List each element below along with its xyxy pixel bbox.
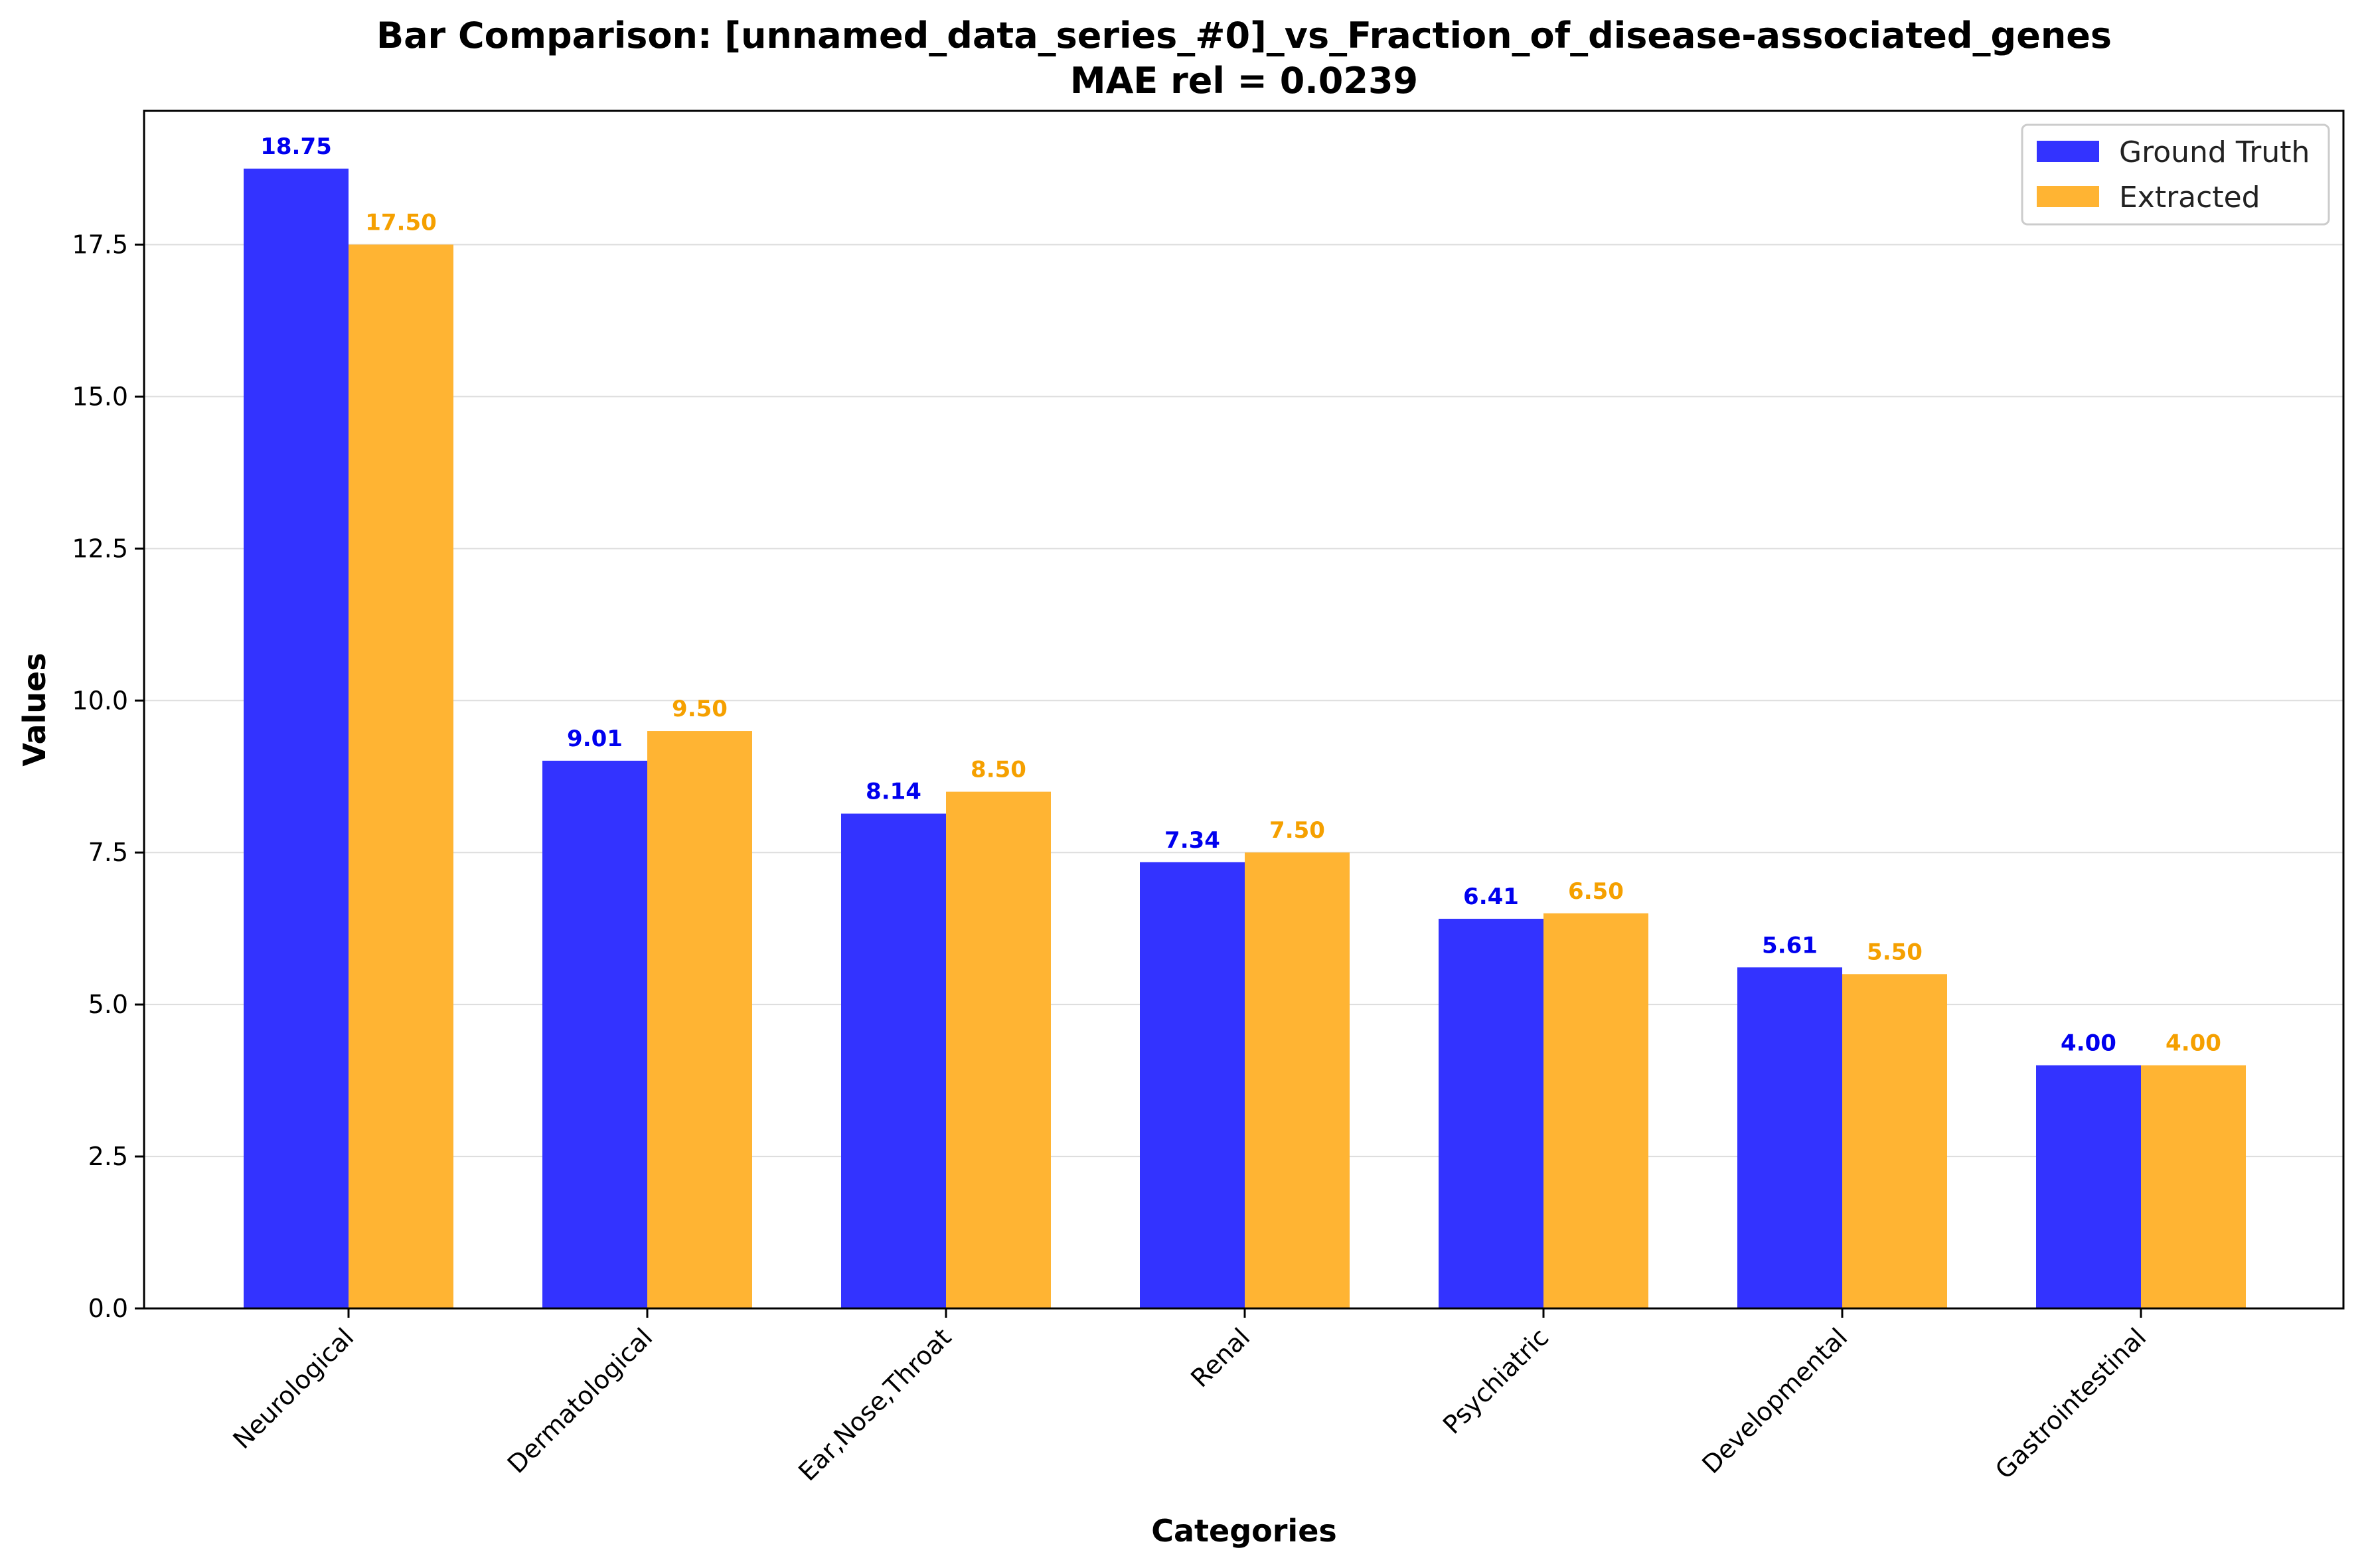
bar-ground-truth	[841, 813, 946, 1308]
legend-swatch-extracted	[2037, 186, 2099, 207]
y-tick-label: 10.0	[72, 686, 128, 715]
bar-label-ground-truth: 7.34	[1164, 827, 1220, 854]
bar-label-ground-truth: 9.01	[567, 726, 623, 752]
bar-label-extracted: 4.00	[2166, 1030, 2221, 1057]
bar-extracted	[1245, 852, 1350, 1308]
bar-label-ground-truth: 8.14	[866, 779, 921, 805]
bar-extracted	[1543, 913, 1648, 1308]
chart-subtitle: MAE rel = 0.0239	[1070, 60, 1418, 102]
bar-label-extracted: 8.50	[971, 757, 1026, 783]
legend-swatch-ground-truth	[2037, 141, 2099, 162]
bar-label-ground-truth: 18.75	[260, 133, 332, 160]
legend-label-extracted: Extracted	[2119, 181, 2260, 214]
bar-ground-truth	[244, 168, 349, 1309]
y-tick-label: 0.0	[88, 1294, 128, 1323]
bar-ground-truth	[2036, 1065, 2141, 1308]
bar-label-extracted: 6.50	[1568, 878, 1624, 905]
y-tick-label: 7.5	[88, 838, 128, 867]
y-tick-label: 12.5	[72, 534, 128, 563]
bar-label-extracted: 5.50	[1867, 939, 1923, 965]
y-tick-label: 15.0	[72, 382, 128, 411]
chart-title: Bar Comparison: [unnamed_data_series_#0]…	[376, 15, 2112, 56]
bar-extracted	[2141, 1065, 2246, 1308]
bar-label-ground-truth: 5.61	[1762, 932, 1818, 959]
bar-label-ground-truth: 6.41	[1463, 884, 1519, 910]
y-axis-ticks: 0.0 2.5 5.0 7.5 10.0 12.5 15.0 17.5	[72, 230, 144, 1323]
bar-extracted	[349, 244, 453, 1308]
y-tick-label: 17.5	[72, 230, 128, 259]
x-axis-label: Categories	[1151, 1513, 1337, 1549]
legend: Ground Truth Extracted	[2021, 123, 2330, 226]
bar-ground-truth	[1439, 919, 1543, 1308]
bar-label-extracted: 9.50	[672, 696, 728, 722]
bar-label-extracted: 7.50	[1269, 817, 1325, 844]
bar-ground-truth	[1737, 967, 1842, 1308]
bar-ground-truth	[1140, 862, 1245, 1308]
y-tick-label: 5.0	[88, 990, 128, 1019]
bar-label-extracted: 17.50	[365, 209, 437, 236]
bar-extracted	[1842, 974, 1947, 1308]
bars	[244, 168, 2246, 1309]
bar-label-ground-truth: 4.00	[2061, 1030, 2116, 1057]
bar-value-labels: 18.75 17.50 9.01 9.50 8.14 8.50 7.34 7.50 6.41 6.…	[260, 133, 2221, 1057]
bar-extracted	[647, 731, 752, 1308]
bar-extracted	[946, 791, 1051, 1308]
y-tick-label: 2.5	[88, 1142, 128, 1171]
legend-label-ground-truth: Ground Truth	[2119, 135, 2310, 169]
bar-ground-truth	[542, 760, 647, 1308]
y-axis-label: Values	[17, 653, 52, 766]
